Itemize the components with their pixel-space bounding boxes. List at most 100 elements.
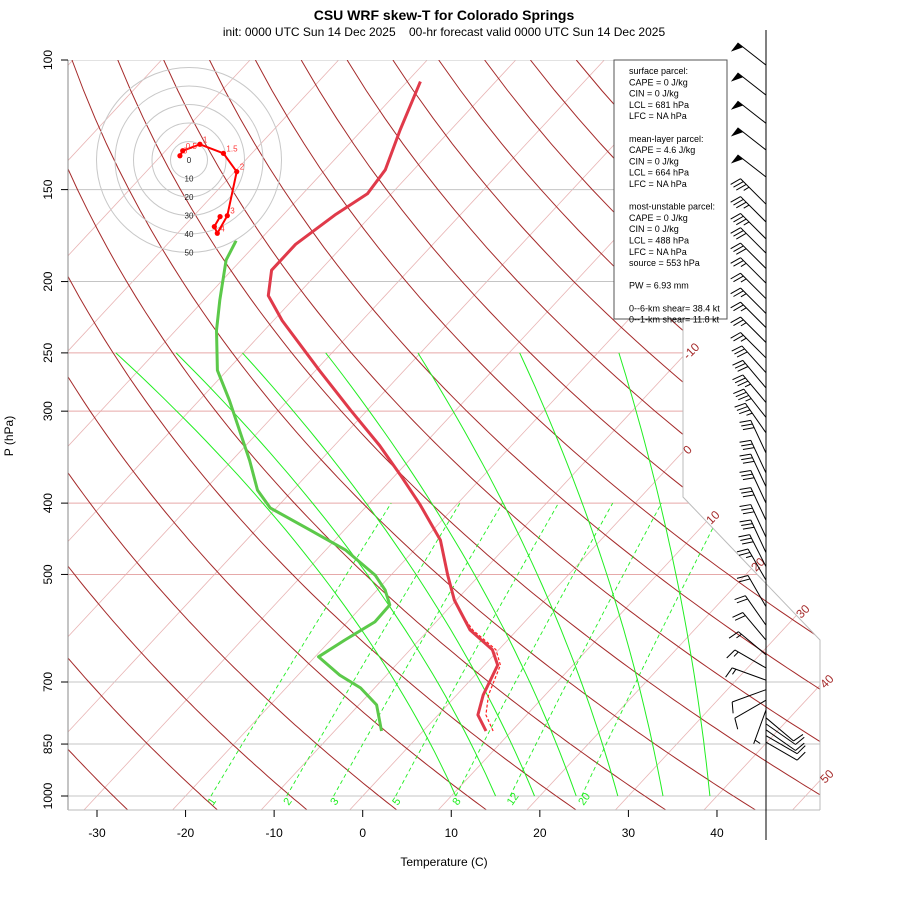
wind-barb-feather — [736, 574, 749, 579]
wind-barb-feather — [730, 257, 741, 264]
hodograph-ring — [151, 122, 227, 198]
wind-barb — [739, 519, 767, 553]
moist-adiabat-line — [242, 352, 535, 797]
wind-barb-staff — [747, 575, 767, 607]
wind-barb-half-feather — [754, 739, 761, 744]
wind-barb-feather — [741, 523, 753, 527]
legend-box — [613, 59, 728, 320]
x-tick-label: 0 — [359, 826, 366, 840]
wind-barb-half-feather — [743, 221, 750, 226]
y-axis-label: P (hPa) — [2, 416, 16, 456]
hodograph-point-label: 2 — [240, 163, 245, 172]
mixing-ratio-line — [395, 502, 559, 797]
y-tick-label: 400 — [41, 493, 55, 513]
wind-barb — [730, 178, 767, 205]
hodograph-ring-label: 20 — [185, 193, 194, 202]
wind-barb — [734, 595, 767, 626]
wind-barb-feather — [739, 409, 751, 415]
y-tick-label: 300 — [41, 401, 55, 421]
wind-barb-staff — [732, 667, 767, 681]
legend-line: CAPE = 0 J/kg — [629, 77, 688, 87]
wind-barb-feather — [736, 201, 747, 209]
hodograph-ring — [96, 67, 282, 253]
wind-barb-staff — [750, 453, 767, 487]
wind-barb — [738, 534, 767, 567]
dry-adiabat-line — [71, 60, 759, 810]
dry-adiabat-line — [68, 60, 579, 810]
hodograph-point-label: 0 — [183, 147, 188, 156]
hodograph-point — [197, 141, 203, 147]
wind-barb-feather — [730, 178, 741, 185]
isotherm-label: 10 — [703, 508, 723, 528]
legend-line: mean-layer parcel: — [629, 134, 704, 144]
wind-barb-feather — [739, 469, 751, 473]
wind-barb-half-feather — [746, 412, 753, 416]
wind-barb-staff — [742, 612, 767, 641]
wind-barb — [734, 402, 767, 434]
hodograph-point — [177, 153, 183, 159]
x-tick-label: 20 — [533, 826, 547, 840]
isotherm-line — [68, 60, 162, 810]
wind-barb-feather — [736, 232, 747, 240]
wind-barb-staff — [765, 729, 796, 751]
hodograph-point — [180, 148, 186, 154]
dry-adiabat-line — [68, 60, 310, 810]
hodograph-point — [211, 224, 217, 230]
wind-barb — [730, 42, 767, 66]
wind-barb — [730, 227, 767, 254]
wind-barb — [765, 741, 806, 761]
hodograph-point-label: 4 — [220, 224, 225, 233]
isotherm-line — [68, 60, 339, 810]
legend-line: most-unstable parcel: — [629, 202, 715, 212]
wind-barb-feather — [733, 319, 744, 326]
wind-barb-half-feather — [743, 204, 750, 209]
wind-barb-feather — [742, 477, 755, 481]
wind-barb — [730, 242, 767, 269]
wind-barb-feather — [730, 196, 741, 203]
wind-barb-pennant — [730, 154, 744, 164]
mixing-ratio-line — [210, 502, 392, 797]
legend-line: CAPE = 4.6 J/kg — [629, 145, 695, 155]
hodograph-point-label: 3 — [230, 207, 235, 216]
legend-line: LFC = NA hPa — [629, 111, 687, 121]
isotherm-line — [68, 60, 517, 810]
wind-barb-half-feather — [745, 398, 752, 402]
wind-barb-half-feather — [740, 293, 747, 298]
wind-barb-pennant — [730, 127, 744, 137]
y-tick-label: 250 — [41, 343, 55, 363]
wind-barb-staff — [744, 595, 767, 626]
x-tick-label: 10 — [445, 826, 459, 840]
mixing-ratio-label: 8 — [450, 796, 463, 808]
wind-barb-half-feather — [743, 186, 750, 191]
mixing-ratio-line — [455, 502, 614, 797]
wind-barb-staff — [740, 287, 767, 314]
wind-barb-feather — [739, 519, 751, 523]
wind-barb — [730, 196, 767, 223]
wind-barb-staff — [734, 649, 767, 669]
wind-barb-staff — [765, 741, 798, 761]
hodograph-point — [217, 214, 223, 220]
wind-barb-feather — [739, 453, 751, 457]
dry-adiabat-line — [209, 60, 820, 810]
dry-adiabat-line — [346, 60, 820, 810]
wind-barb-staff — [740, 316, 767, 343]
wind-barb — [765, 735, 806, 755]
wind-barb-half-feather — [740, 307, 747, 312]
wind-barb — [730, 100, 767, 124]
wind-barb-staff — [738, 631, 767, 656]
y-tick-label: 200 — [41, 271, 55, 291]
wind-barb — [730, 127, 767, 151]
legend-line: LFC = NA hPa — [629, 247, 687, 257]
wind-barb-feather — [730, 212, 741, 220]
y-tick-label: 150 — [41, 179, 55, 199]
hodograph-ring — [133, 104, 245, 216]
wind-barb-feather — [733, 198, 744, 206]
wind-barb — [765, 723, 805, 745]
moist-adiabat-line — [519, 352, 664, 797]
mixing-ratio-line — [509, 502, 662, 797]
wind-barb — [728, 631, 767, 656]
mixing-ratio-label: 2 — [281, 796, 294, 808]
wind-barb-staff — [740, 213, 767, 240]
wind-barb-feather — [742, 427, 755, 431]
wind-barb-feather — [739, 487, 751, 491]
